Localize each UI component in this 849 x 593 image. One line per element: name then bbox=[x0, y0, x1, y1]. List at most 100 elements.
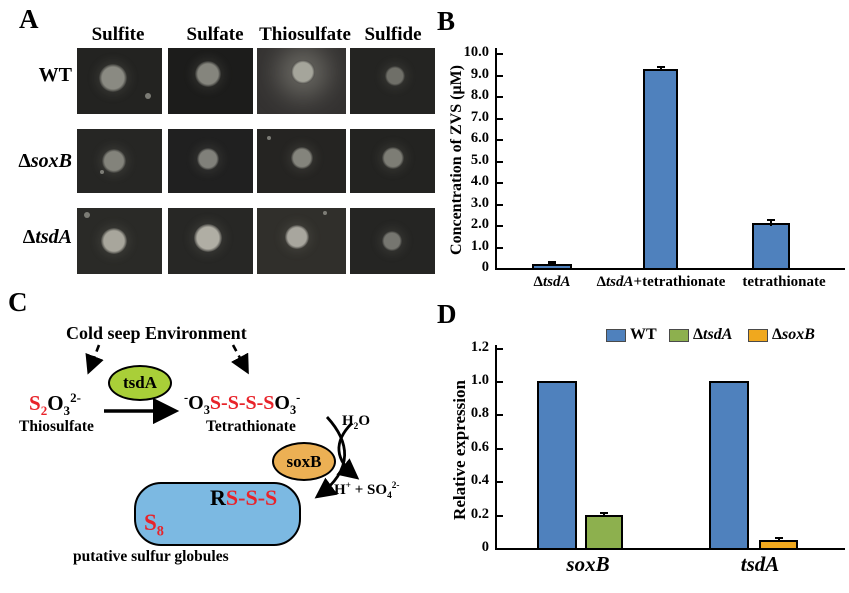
panel-a-label: A bbox=[19, 4, 39, 34]
y-tick-label: 0 bbox=[481, 259, 489, 275]
thiosulfate-name-label: Thiosulfate bbox=[19, 418, 94, 435]
colony-dot bbox=[84, 211, 91, 218]
colony-spot bbox=[381, 147, 404, 170]
y-tick-label: 5.0 bbox=[470, 151, 489, 168]
row-label-tsda-gene: tsdA bbox=[35, 226, 72, 248]
subscript: 2 bbox=[40, 403, 48, 419]
y-tick-label: 8.0 bbox=[470, 87, 489, 103]
bar bbox=[585, 514, 623, 550]
panel-d: D WT ΔtsdA ΔsoxB Relative expression 0 0.… bbox=[430, 295, 849, 593]
plate-image bbox=[168, 48, 253, 114]
y-tick-label: 3.0 bbox=[470, 194, 489, 211]
y-tick-label: 0 bbox=[481, 539, 489, 555]
y-tick bbox=[497, 117, 503, 120]
plate-image bbox=[350, 129, 435, 193]
y-axis-line bbox=[495, 48, 497, 270]
subscript: 3 bbox=[289, 403, 297, 417]
legend-label-delta-tsda: ΔtsdA bbox=[693, 326, 732, 344]
y-tick bbox=[497, 414, 503, 417]
y-tick-label: 7.0 bbox=[470, 108, 489, 125]
plate-image bbox=[350, 48, 435, 114]
delta-symbol: Δ bbox=[693, 326, 704, 343]
error-bar-cap bbox=[767, 218, 775, 222]
error-bar-cap bbox=[656, 65, 665, 69]
y-tick-label: 0.6 bbox=[470, 438, 489, 455]
error-bar-cap bbox=[548, 261, 556, 264]
plate-image bbox=[77, 48, 162, 114]
panel-a: A Sulfite Sulfate Thiosulfate Sulfide WT… bbox=[0, 0, 435, 285]
s8-formula: S8 bbox=[144, 511, 164, 539]
bar bbox=[537, 381, 577, 550]
colony-spot bbox=[385, 65, 406, 86]
environment-dashed-arrow-left bbox=[85, 344, 104, 375]
r-group: R bbox=[210, 485, 226, 510]
soxb-enzyme-ellipse: soxB bbox=[272, 442, 336, 481]
colony-spot bbox=[98, 64, 127, 93]
charge: 2- bbox=[391, 481, 400, 491]
tetrathionate-to-globule-arrow bbox=[314, 416, 346, 499]
plate-image bbox=[77, 129, 162, 193]
y-tick bbox=[497, 203, 503, 206]
colony-spot bbox=[102, 149, 127, 173]
colony-dot bbox=[267, 135, 272, 140]
oxygen-atom: O bbox=[358, 413, 370, 429]
y-tick-label: 10.0 bbox=[463, 44, 489, 60]
water-to-products-arrow bbox=[336, 422, 360, 480]
cold-seep-environment-title: Cold seep Environment bbox=[66, 323, 247, 343]
legend-item-delta-tsda: ΔtsdA bbox=[669, 326, 732, 344]
pathway-arrows bbox=[85, 344, 360, 499]
y-tick bbox=[497, 548, 503, 550]
legend-label-wt: WT bbox=[630, 326, 657, 343]
error-bar bbox=[603, 512, 605, 517]
bar bbox=[643, 69, 678, 270]
column-header-sulfate: Sulfate bbox=[186, 24, 244, 45]
y-tick bbox=[497, 347, 503, 350]
y-tick bbox=[497, 514, 503, 517]
row-label-wt-text: WT bbox=[38, 64, 72, 86]
error-bar bbox=[659, 66, 662, 72]
y-tick bbox=[497, 246, 503, 249]
subscript: 8 bbox=[156, 523, 164, 540]
water-label: H2O bbox=[342, 413, 370, 432]
plate-image bbox=[350, 208, 435, 274]
sulfur-globule-box: RS-S-S S8 bbox=[134, 482, 301, 546]
plate-image bbox=[168, 208, 253, 274]
row-label-soxb-gene: soxB bbox=[30, 150, 72, 172]
error-bar bbox=[777, 537, 780, 542]
panel-b-category-label-tsda: ΔtsdA bbox=[534, 274, 571, 291]
delta-tsda-color-swatch bbox=[669, 328, 689, 342]
bar bbox=[709, 381, 749, 550]
panel-d-label: D bbox=[437, 299, 457, 329]
colony-dot bbox=[322, 211, 327, 216]
colony-spot bbox=[193, 223, 222, 252]
charge: - bbox=[296, 390, 301, 405]
colony-spot bbox=[196, 148, 219, 171]
thiosulfate-formula: S2O32- bbox=[29, 391, 81, 417]
y-tick bbox=[497, 182, 503, 184]
gene-name: soxB bbox=[782, 326, 815, 343]
legend-label-delta-soxb: ΔsoxB bbox=[772, 326, 815, 344]
y-tick-label: 4.0 bbox=[470, 173, 489, 189]
plate-image bbox=[77, 208, 162, 274]
delta-symbol: Δ bbox=[18, 150, 31, 172]
error-bar bbox=[770, 219, 772, 227]
delta-symbol: Δ bbox=[772, 326, 783, 343]
column-header-sulfide: Sulfide bbox=[364, 24, 422, 45]
row-label-delta-soxb: ΔsoxB bbox=[0, 150, 72, 173]
delta-symbol: Δ bbox=[533, 274, 543, 290]
plate-grid bbox=[0, 0, 435, 285]
wt-color-swatch bbox=[606, 328, 626, 342]
charge: + bbox=[345, 481, 351, 491]
tetrathionate-formula: -O3S-S-S-SO3- bbox=[184, 390, 301, 416]
y-tick bbox=[497, 160, 503, 163]
colony-spot bbox=[194, 61, 221, 88]
y-tick-label: 1.2 bbox=[470, 338, 489, 355]
gene-name: tsdA bbox=[606, 274, 634, 290]
error-bar-cap bbox=[774, 536, 783, 540]
legend-item-delta-soxb: ΔsoxB bbox=[748, 326, 815, 344]
column-header-thiosulfate: Thiosulfate bbox=[259, 24, 351, 45]
tsda-enzyme-label: tsdA bbox=[122, 373, 157, 392]
subscript: 3 bbox=[203, 403, 210, 417]
panel-b-plot: 0 1.0 2.0 3.0 4.0 5.0 6.0 7.0 8.0 9.0 10.0 bbox=[430, 0, 849, 295]
sulfur-chain: S-S-S-S bbox=[209, 392, 275, 414]
